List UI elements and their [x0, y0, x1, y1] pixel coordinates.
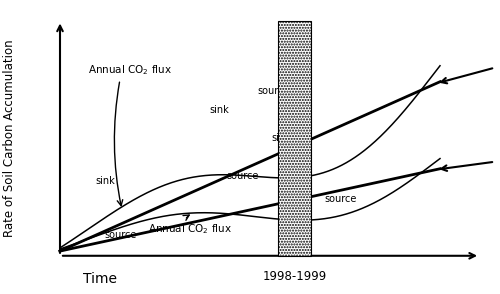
Text: Annual CO$_2$ flux: Annual CO$_2$ flux	[148, 223, 232, 236]
Bar	[278, 21, 311, 256]
Text: source: source	[258, 86, 290, 96]
Text: source: source	[104, 230, 137, 240]
Text: 1998-1999: 1998-1999	[262, 270, 327, 283]
Text: Time: Time	[83, 272, 117, 286]
Text: source: source	[226, 171, 258, 181]
Text: Annual CO$_2$ flux: Annual CO$_2$ flux	[88, 64, 172, 77]
Text: Rate of Soil Carbon Accumulation: Rate of Soil Carbon Accumulation	[4, 39, 16, 237]
Text: sink: sink	[96, 176, 116, 186]
Text: source: source	[324, 194, 357, 204]
Text: sink: sink	[271, 133, 291, 143]
Text: sink: sink	[210, 105, 230, 115]
